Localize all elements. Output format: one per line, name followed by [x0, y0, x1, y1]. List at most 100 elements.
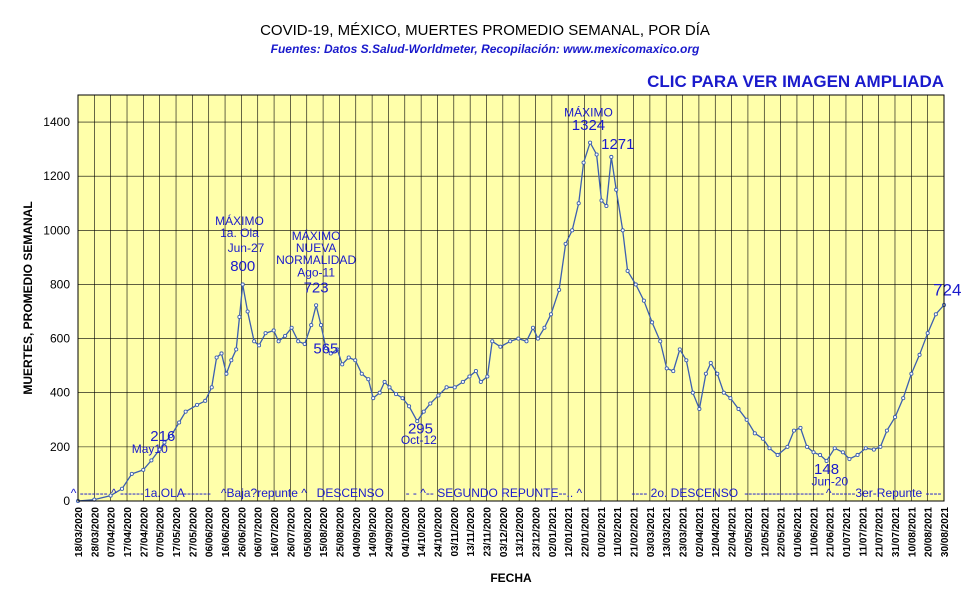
annotation-label: 216	[150, 428, 175, 445]
data-point	[407, 404, 412, 409]
annotation-label: 295	[408, 420, 433, 437]
data-point	[744, 417, 749, 422]
data-point	[811, 450, 816, 455]
y-tick-label: 800	[50, 277, 70, 291]
data-point	[382, 379, 387, 384]
x-tick-label: 23/12/2020	[532, 507, 543, 557]
annotation-label: NORMALIDAD	[276, 253, 356, 267]
data-point	[209, 385, 214, 390]
x-tick-label: 31/07/2021	[891, 507, 902, 557]
phase-label: --------------------	[744, 486, 824, 500]
data-point	[925, 331, 930, 336]
data-point	[400, 396, 405, 401]
x-tick-label: 06/07/2020	[254, 507, 265, 557]
x-tick-label: 24/10/2020	[433, 507, 444, 557]
annotation-label: 1324	[572, 117, 605, 134]
data-point	[371, 396, 376, 401]
x-tick-label: 25/08/2020	[335, 507, 346, 557]
data-point	[721, 390, 726, 395]
data-point	[309, 323, 314, 328]
data-point	[377, 390, 382, 395]
x-axis-label: FECHA	[490, 571, 532, 585]
y-tick-label: 1000	[43, 223, 70, 237]
x-tick-label: 04/10/2020	[401, 507, 412, 557]
data-point	[289, 325, 294, 330]
chart-subtitle: Fuentes: Datos S.Salud-Worldmeter, Recop…	[270, 42, 700, 56]
x-tick-label: 12/05/2021	[760, 507, 771, 557]
data-point	[141, 467, 146, 472]
x-tick-label: 11/06/2021	[809, 507, 820, 557]
x-tick-label: 18/03/2020	[74, 507, 85, 557]
phase-label: ^Baja?repunte ^	[221, 486, 307, 500]
data-point	[335, 347, 340, 352]
data-point	[296, 339, 301, 344]
annotation-label: 148	[814, 461, 839, 478]
data-point	[697, 406, 702, 412]
data-point	[677, 347, 682, 352]
x-tick-label: 16/06/2020	[221, 507, 232, 557]
data-point	[219, 351, 224, 356]
data-point	[832, 446, 837, 451]
data-point	[452, 385, 457, 390]
data-point	[933, 312, 938, 317]
data-point	[302, 341, 307, 347]
x-tick-label: 02/01/2021	[548, 507, 559, 557]
y-tick-label: 600	[50, 332, 70, 346]
enlarge-image-link[interactable]: CLIC PARA VER IMAGEN AMPLIADA	[647, 72, 944, 91]
data-point	[276, 339, 281, 344]
data-point	[530, 325, 536, 330]
x-tick-label: 07/05/2020	[156, 507, 167, 557]
chart-title: COVID-19, MÉXICO, MUERTES PROMEDIO SEMAN…	[260, 22, 710, 39]
x-tick-label: 23/11/2020	[482, 507, 493, 557]
x-tick-label: 26/07/2020	[286, 507, 297, 557]
x-tick-label: 24/09/2020	[384, 507, 395, 557]
phase-label: ---- 2o. DESCENSO	[631, 486, 738, 500]
y-axis-ticks: 0 200 400 600 800 1000 1200 1400	[43, 115, 70, 508]
phase-label: ^ ------- ^ ------	[71, 486, 144, 500]
data-point	[353, 358, 358, 363]
data-point	[563, 241, 568, 246]
data-point	[625, 268, 630, 273]
data-point	[508, 339, 513, 344]
x-tick-label: 13/12/2020	[515, 507, 526, 557]
data-point	[767, 446, 772, 451]
data-point	[581, 160, 586, 165]
data-point	[393, 392, 399, 397]
data-point	[460, 379, 465, 384]
data-point	[119, 486, 125, 491]
data-point	[214, 355, 219, 360]
annotation-label: 565	[313, 340, 338, 357]
data-point	[576, 201, 581, 206]
x-tick-label: 12/01/2021	[564, 507, 575, 557]
x-tick-label: 01/07/2021	[842, 507, 853, 557]
x-tick-label: 14/09/2020	[368, 507, 379, 557]
data-point	[478, 379, 483, 384]
x-tick-label: 02/04/2021	[695, 507, 706, 557]
data-point	[878, 444, 883, 449]
x-tick-label: 06/06/2020	[205, 507, 216, 557]
data-point	[863, 446, 868, 451]
annotation-label: 724	[933, 280, 961, 299]
annotation-label: NUEVA	[296, 241, 336, 255]
data-point	[614, 187, 619, 192]
annotation-label: MÁXIMO	[564, 105, 613, 120]
data-point	[760, 436, 766, 441]
y-tick-label: 1200	[43, 169, 70, 183]
data-point	[467, 374, 472, 379]
data-point	[387, 385, 392, 390]
x-tick-label: 30/08/2021	[940, 507, 951, 557]
plot-border	[77, 94, 945, 502]
x-tick-label: 21/07/2021	[875, 507, 886, 557]
data-point	[703, 371, 708, 376]
data-point	[203, 398, 208, 403]
data-point	[658, 339, 663, 344]
phase-label: ^------3er-Repunte ----	[826, 486, 942, 500]
data-point	[909, 371, 914, 376]
data-point	[473, 369, 478, 374]
data-point	[775, 452, 780, 458]
plot-area	[78, 95, 944, 501]
x-tick-label: 13/11/2020	[466, 507, 477, 557]
data-point	[715, 371, 720, 376]
data-point	[157, 447, 162, 452]
annotation-label: Jun-27	[228, 241, 265, 255]
